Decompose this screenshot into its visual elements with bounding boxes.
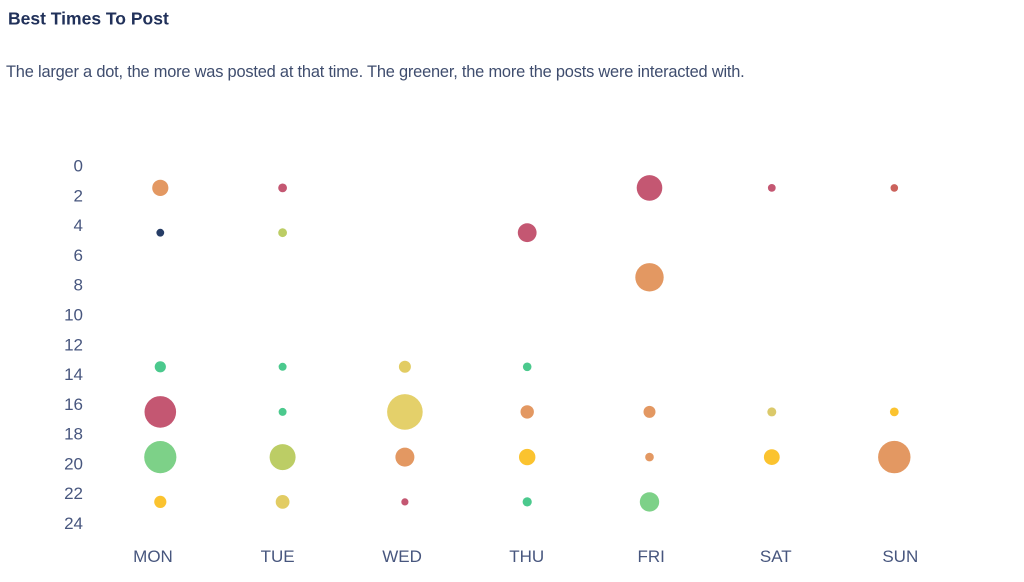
svg-text:22: 22 xyxy=(64,484,83,503)
svg-text:12: 12 xyxy=(64,335,83,354)
svg-text:Best Times To Post: Best Times To Post xyxy=(8,9,169,29)
svg-text:6: 6 xyxy=(74,246,83,265)
svg-text:20: 20 xyxy=(64,454,83,473)
svg-text:FRI: FRI xyxy=(638,547,665,566)
svg-text:10: 10 xyxy=(64,306,83,325)
svg-text:4: 4 xyxy=(74,216,83,235)
svg-text:MON: MON xyxy=(133,547,173,566)
svg-text:24: 24 xyxy=(64,514,83,533)
svg-text:The larger a dot, the more was: The larger a dot, the more was posted at… xyxy=(6,63,745,81)
svg-text:16: 16 xyxy=(64,395,83,414)
svg-text:18: 18 xyxy=(64,425,83,444)
svg-text:14: 14 xyxy=(64,365,83,384)
svg-text:WED: WED xyxy=(382,547,422,566)
svg-text:SAT: SAT xyxy=(760,547,792,566)
svg-text:0: 0 xyxy=(74,157,83,176)
svg-text:8: 8 xyxy=(74,276,83,295)
svg-text:2: 2 xyxy=(74,186,83,205)
svg-text:TUE: TUE xyxy=(261,547,295,566)
svg-text:THU: THU xyxy=(509,547,544,566)
svg-text:SUN: SUN xyxy=(882,547,918,566)
